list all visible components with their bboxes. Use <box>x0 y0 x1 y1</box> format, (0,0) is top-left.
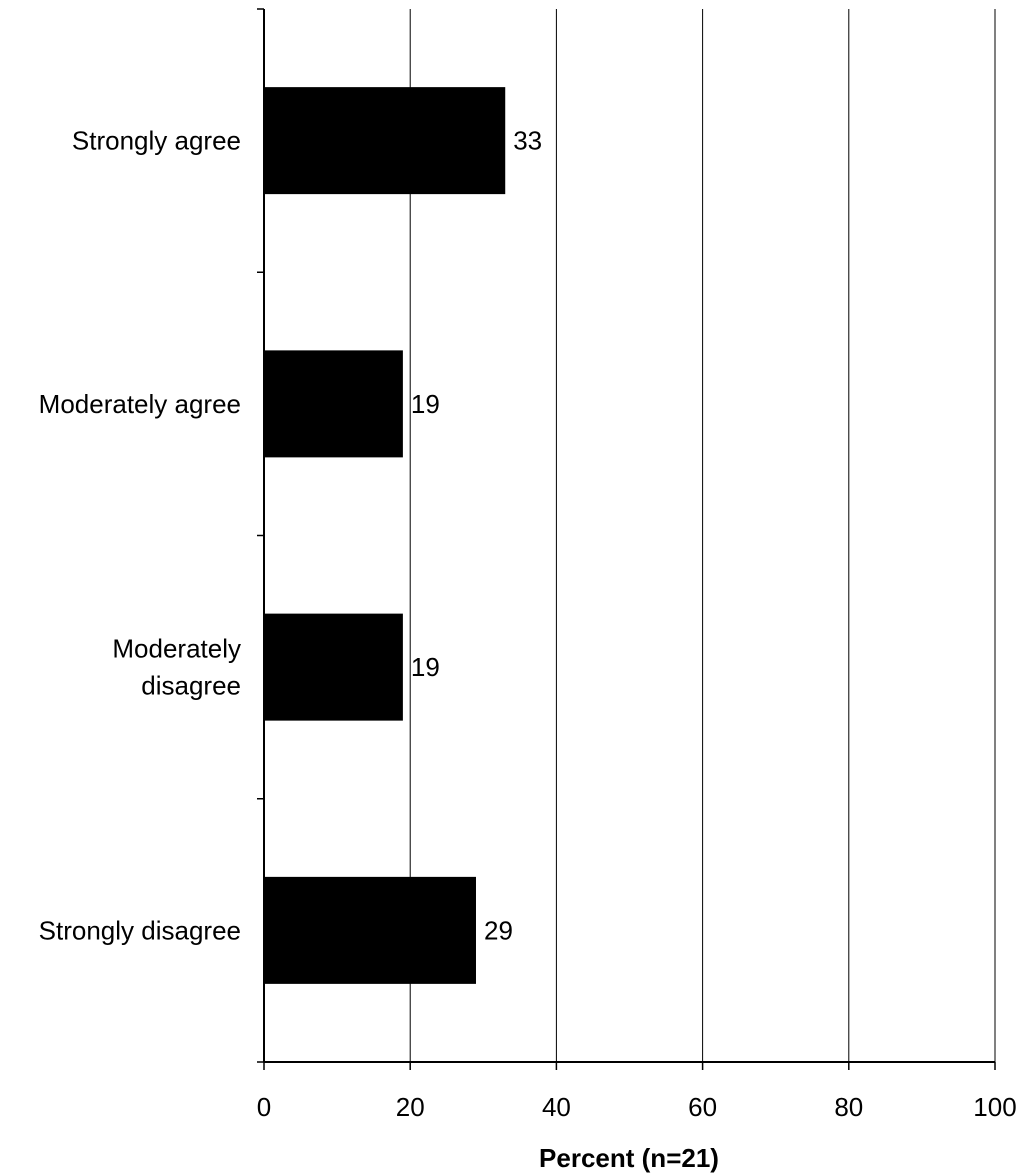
x-tick-label-40: 40 <box>542 1092 571 1122</box>
bar-0 <box>264 87 506 195</box>
category-label-0: Strongly agree <box>72 126 241 156</box>
category-label-1: Moderately agree <box>39 389 241 419</box>
category-label-2-line-0: Moderately <box>112 634 241 664</box>
category-label-3: Strongly disagree <box>39 915 241 945</box>
x-tick-label-60: 60 <box>688 1092 717 1122</box>
category-label-2-line-1: disagree <box>141 671 241 701</box>
value-label-3: 29 <box>484 915 513 945</box>
value-label-1: 19 <box>411 389 440 419</box>
x-tick-label-80: 80 <box>834 1092 863 1122</box>
bar-1 <box>264 350 403 458</box>
labels: 33 Strongly agree 19 Moderately agree 19 Mode… <box>39 126 1017 1122</box>
axes <box>257 8 996 1070</box>
value-label-0: 33 <box>513 126 542 156</box>
value-label-2: 19 <box>411 652 440 682</box>
x-axis-title: Percent (n=21) <box>539 1143 719 1173</box>
bar-3 <box>264 876 476 984</box>
bar-2 <box>264 613 403 721</box>
x-tick-label-100: 100 <box>973 1092 1016 1122</box>
x-tick-label-0: 0 <box>257 1092 271 1122</box>
x-tick-label-20: 20 <box>396 1092 425 1122</box>
bars <box>264 87 506 984</box>
